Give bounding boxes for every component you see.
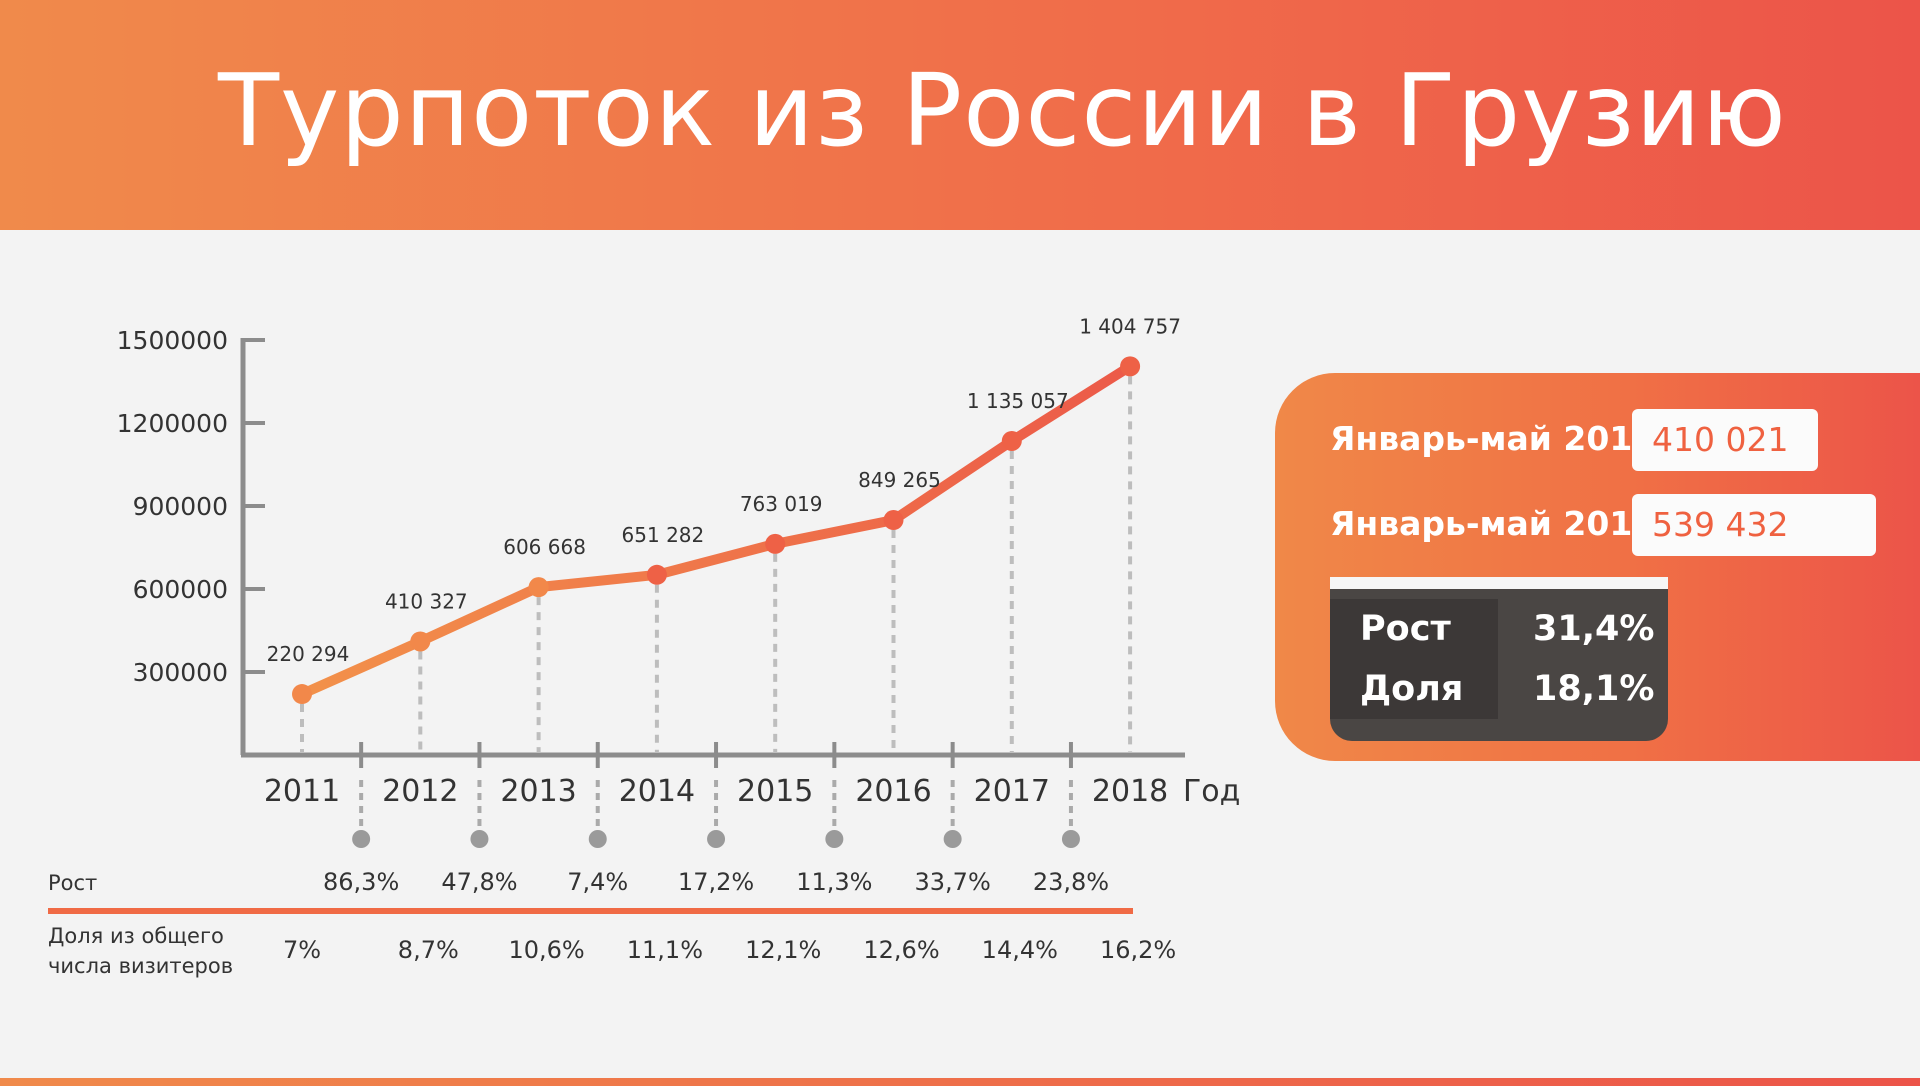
x-tick-label: 2018 bbox=[1092, 774, 1168, 809]
period-2018-label: Январь-май 2018 bbox=[1330, 419, 1656, 458]
y-tick-label: 900000 bbox=[133, 492, 228, 521]
share-value: 14,4% bbox=[982, 936, 1058, 964]
data-label: 1 135 057 bbox=[967, 389, 1069, 413]
comparison-panel: Январь-май 2018 410 021 Январь-май 2019 … bbox=[1275, 373, 1920, 761]
page-title: Турпоток из России в Грузию bbox=[218, 52, 1787, 169]
data-point bbox=[528, 577, 549, 598]
growth-dot bbox=[1061, 830, 1080, 848]
stats-growth-label: Рост bbox=[1330, 599, 1498, 659]
data-label: 410 327 bbox=[385, 589, 468, 613]
x-tick-label: 2014 bbox=[619, 774, 695, 809]
share-value: 10,6% bbox=[508, 936, 584, 964]
growth-dot bbox=[352, 830, 371, 848]
stats-growth-value: 31,4% bbox=[1498, 599, 1668, 659]
growth-dot bbox=[825, 830, 844, 848]
bottom-accent-bar bbox=[0, 1078, 1920, 1086]
data-point bbox=[765, 533, 786, 554]
series-line bbox=[297, 361, 1136, 700]
data-point bbox=[883, 510, 904, 531]
data-point bbox=[646, 564, 667, 585]
x-tick-label: 2015 bbox=[737, 774, 813, 809]
data-label: 1 404 757 bbox=[1079, 314, 1181, 338]
y-tick-label: 1500000 bbox=[117, 326, 228, 355]
stats-share-label: Доля bbox=[1330, 659, 1498, 719]
share-value: 7% bbox=[283, 936, 321, 964]
growth-value: 17,2% bbox=[678, 868, 754, 896]
header-banner: Турпоток из России в Грузию bbox=[0, 0, 1920, 230]
share-value: 8,7% bbox=[398, 936, 459, 964]
share-value: 12,6% bbox=[863, 936, 939, 964]
y-tick-label: 300000 bbox=[133, 658, 228, 687]
stats-share-value: 18,1% bbox=[1498, 659, 1668, 719]
growth-value: 23,8% bbox=[1033, 868, 1109, 896]
growth-dot bbox=[943, 830, 962, 848]
data-label: 606 668 bbox=[503, 535, 586, 559]
stats-table: Рост 31,4% Доля 18,1% bbox=[1330, 577, 1668, 741]
y-tick-label: 1200000 bbox=[117, 409, 228, 438]
data-point bbox=[410, 631, 431, 652]
growth-dot bbox=[588, 830, 607, 848]
x-tick-label: 2012 bbox=[382, 774, 458, 809]
x-tick-label: 2016 bbox=[855, 774, 931, 809]
period-2018-value: 410 021 bbox=[1632, 409, 1818, 471]
growth-value: 33,7% bbox=[915, 868, 991, 896]
data-point bbox=[1120, 356, 1141, 377]
x-tick-label: 2013 bbox=[500, 774, 576, 809]
growth-dot bbox=[707, 830, 726, 848]
data-point bbox=[1001, 430, 1022, 451]
growth-row-label: Рост bbox=[48, 871, 97, 895]
data-label: 849 265 bbox=[858, 468, 941, 492]
growth-value: 86,3% bbox=[323, 868, 399, 896]
share-value: 12,1% bbox=[745, 936, 821, 964]
data-point bbox=[292, 684, 312, 705]
data-label: 651 282 bbox=[622, 523, 705, 547]
x-tick-label: 2017 bbox=[974, 774, 1050, 809]
growth-value: 7,4% bbox=[567, 868, 628, 896]
period-2019-label: Январь-май 2019 bbox=[1330, 504, 1656, 543]
share-value: 16,2% bbox=[1100, 936, 1176, 964]
y-tick-label: 600000 bbox=[133, 575, 228, 604]
share-row-label-line1: Доля из общего bbox=[48, 924, 224, 948]
data-label: 763 019 bbox=[740, 492, 823, 516]
growth-value: 47,8% bbox=[441, 868, 517, 896]
x-axis-title: Год bbox=[1183, 774, 1240, 809]
growth-value: 11,3% bbox=[796, 868, 872, 896]
x-tick-label: 2011 bbox=[264, 774, 340, 809]
data-label: 220 294 bbox=[267, 642, 350, 666]
period-2019-value: 539 432 bbox=[1632, 494, 1876, 556]
share-row-label-line2: числа визитеров bbox=[48, 954, 233, 978]
share-value: 11,1% bbox=[627, 936, 703, 964]
growth-dot bbox=[470, 830, 489, 848]
